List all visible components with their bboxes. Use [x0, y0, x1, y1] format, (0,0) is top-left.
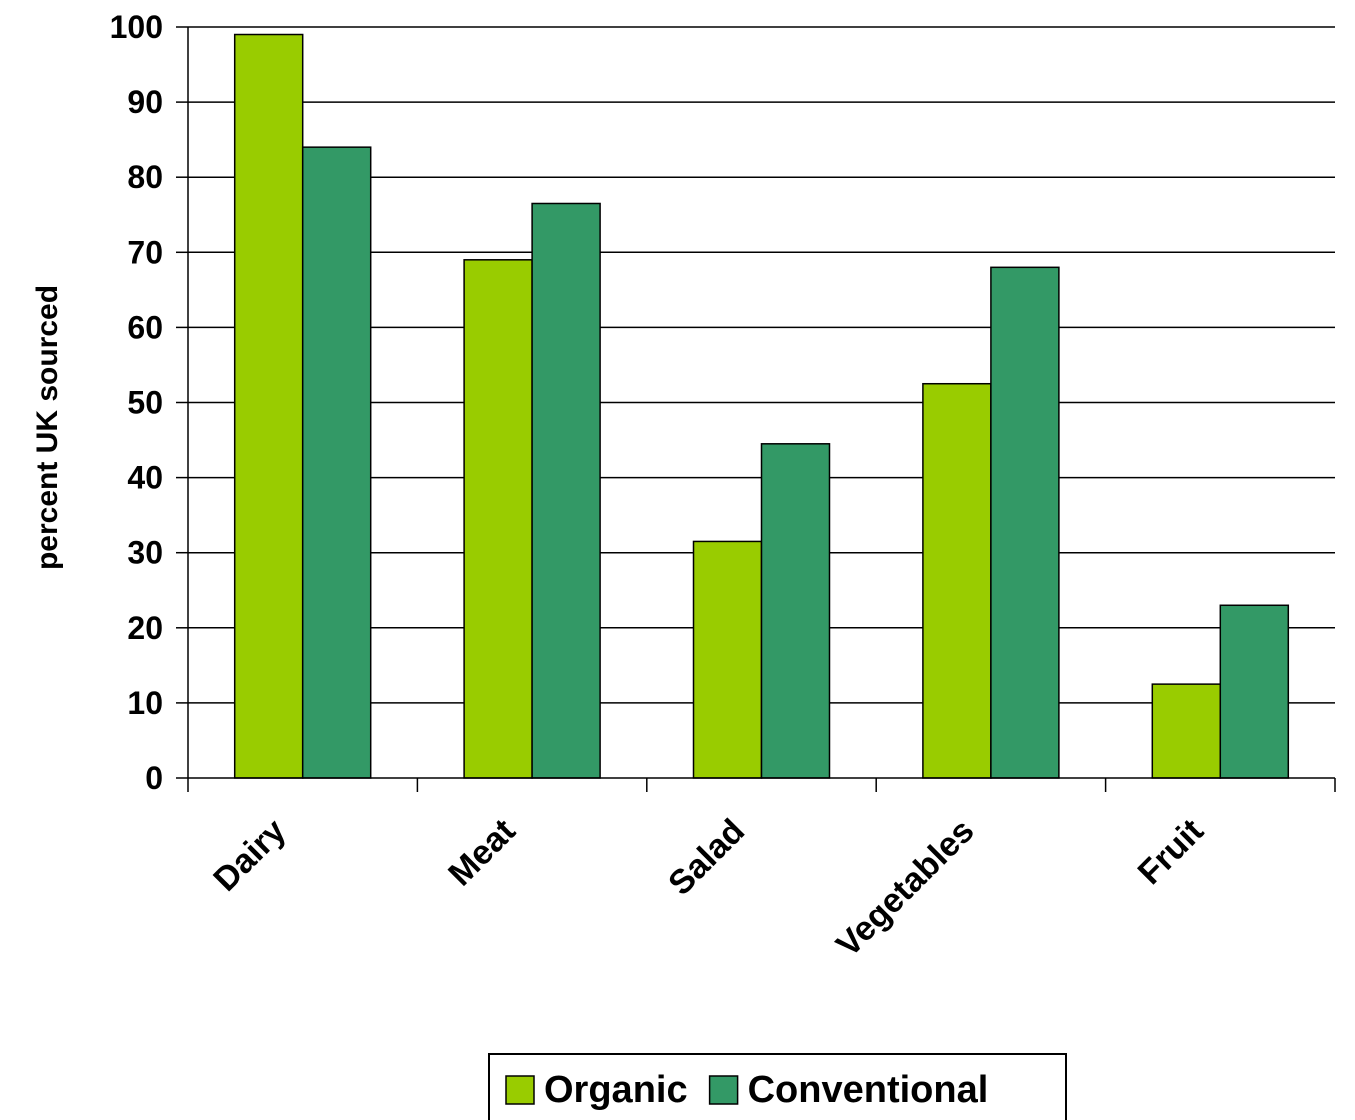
bar-conventional-salad [760, 443, 831, 779]
bar-organic-fruit [1151, 683, 1222, 779]
bar-organic-dairy [233, 33, 304, 779]
bar-organic-salad [692, 540, 763, 779]
x-tick-label-fruit: Fruit [1131, 812, 1211, 892]
y-tick-label: 10 [127, 685, 163, 721]
y-tick-label: 50 [127, 385, 163, 421]
legend-swatch-organic [505, 1075, 535, 1105]
gridlines [188, 26, 1335, 704]
bars [233, 33, 1290, 779]
legend-label-conventional: Conventional [748, 1069, 989, 1111]
bar-conventional-meat [531, 202, 601, 779]
legend-swatch-conventional [708, 1075, 739, 1105]
bar-conventional-fruit [1219, 604, 1290, 779]
y-tick-label: 60 [127, 309, 163, 345]
bar-organic-meat [463, 259, 533, 779]
legend-label-organic: Organic [544, 1069, 688, 1111]
x-tick-labels: Dairy Meat Salad Vegetables Fruit [206, 812, 1211, 965]
y-tick-label: 40 [127, 460, 163, 496]
y-tick-label: 0 [145, 760, 163, 796]
y-tick-label: 20 [127, 610, 163, 646]
legend: Organic Conventional [488, 1053, 1067, 1120]
legend-items: Organic Conventional [505, 1069, 989, 1111]
bar-conventional-dairy [301, 146, 372, 779]
y-tick-label: 70 [127, 234, 163, 270]
y-axis-label: percent UK sourced [31, 285, 64, 570]
y-tick-label: 80 [127, 159, 163, 195]
y-tick-label: 90 [127, 84, 163, 120]
x-tick-label-salad: Salad [661, 812, 752, 903]
axes [176, 26, 1336, 792]
y-tick-label: 30 [127, 535, 163, 571]
x-tick-label-meat: Meat [441, 812, 523, 894]
y-tick-label: 100 [110, 9, 163, 45]
y-tick-labels: 0 10 20 30 40 50 60 70 80 90 100 [110, 9, 163, 796]
x-tick-label-vegetables: Vegetables [829, 812, 981, 964]
x-tick-label-dairy: Dairy [206, 812, 293, 899]
bar-conventional-vegetables [990, 266, 1060, 779]
legend-box [488, 1053, 1067, 1120]
bar-organic-vegetables [922, 382, 992, 779]
